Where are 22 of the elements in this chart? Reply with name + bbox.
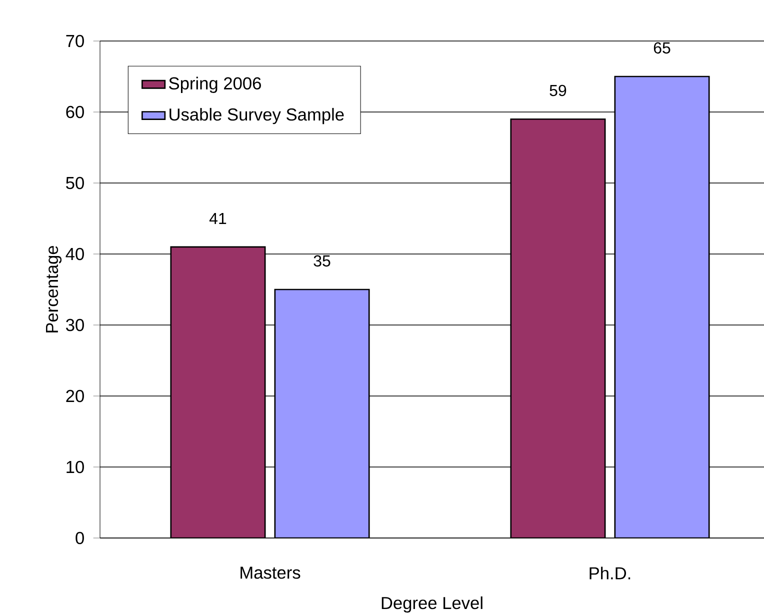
bar (170, 246, 266, 538)
data-label: 41 (209, 212, 226, 224)
bar (510, 118, 606, 538)
y-tick-label: 30 (66, 318, 84, 332)
y-tick-label: 10 (66, 460, 84, 474)
legend-label: Usable Survey Sample (170, 108, 344, 124)
data-label: 59 (550, 84, 566, 96)
x-tick-label: Masters (240, 566, 300, 579)
y-tick-label: 40 (66, 248, 84, 260)
data-label: 65 (654, 42, 670, 54)
x-axis-title: Degree Level (382, 596, 482, 613)
bar (614, 76, 710, 538)
y-tick-label: 60 (66, 106, 84, 118)
y-tick-label: 50 (66, 176, 84, 190)
legend-label: Spring 2006 (169, 76, 261, 93)
data-label: 35 (314, 255, 330, 267)
y-tick-label: 70 (66, 34, 84, 48)
x-tick-label: Ph.D. (590, 566, 630, 580)
y-tick-label: 0 (76, 532, 84, 544)
y-tick-label: 20 (66, 390, 84, 402)
y-axis-title: Percentage (46, 246, 62, 332)
bar (274, 288, 370, 538)
